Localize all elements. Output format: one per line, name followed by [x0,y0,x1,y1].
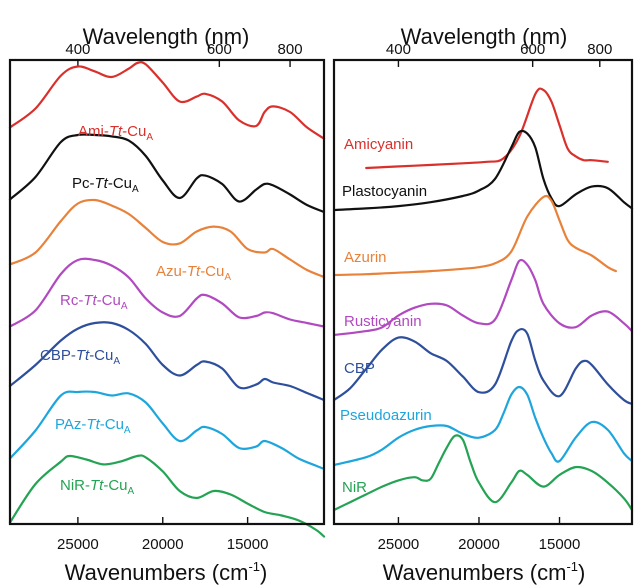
left-series-label-6: PAz-Tt-CuA [55,416,131,436]
right-series-labels: Amicyanin Plastocyanin Azurin Rusticyanin CB… [340,136,432,496]
right-bottom-axis-title: Wavenumbers (cm-1) [383,559,586,585]
right-series-label-7: NiR [342,479,367,496]
left-series-label-3: Azu-Tt-CuA [156,263,231,283]
right-series-label-4: Rusticyanin [344,313,422,330]
right-bottom-tick-label-2: 20000 [458,536,500,553]
left-bottom-tick-label-3: 15000 [227,536,269,553]
right-top-tick-label-1: 400 [386,41,411,58]
right-series-label-3: Azurin [344,249,387,266]
left-bottom-axis-title: Wavenumbers (cm-1) [65,559,268,585]
left-curve-1 [10,62,324,138]
right-series-label-1: Amicyanin [344,136,413,153]
right-curve-6 [334,387,632,465]
right-series-label-2: Plastocyanin [342,183,427,200]
right-curve-7 [334,435,632,510]
right-bottom-ticks: 25000 20000 15000 [378,517,581,553]
right-plot-frame [334,60,632,524]
left-bottom-tick-label-1: 25000 [57,536,99,553]
left-top-tick-label-1: 400 [65,41,90,58]
right-series-label-6: Pseudoazurin [340,407,432,424]
left-panel: Wavelength (nm) 400 600 800 Ami-Tt-CuAPc-T… [10,24,324,585]
right-top-tick-label-2: 600 [520,41,545,58]
left-plot-frame [10,60,324,524]
left-series-labels: Ami-Tt-CuA Pc-Tt-CuA Azu-Tt-CuA Rc-Tt-CuA CB… [40,123,231,497]
right-panel: Wavelength (nm) 400 600 800 AmicyaninPlast… [334,24,632,585]
left-series-label-1: Ami-Tt-CuA [78,123,153,143]
right-bottom-tick-label-3: 15000 [539,536,581,553]
left-top-tick-label-3: 800 [278,41,303,58]
left-curve-2 [10,134,324,212]
left-bottom-tick-label-2: 20000 [142,536,184,553]
right-top-tick-label-3: 800 [587,41,612,58]
right-bottom-tick-label-1: 25000 [378,536,420,553]
right-curve-5 [334,329,632,404]
left-top-tick-label-2: 600 [207,41,232,58]
left-bottom-ticks: 25000 20000 15000 [57,517,268,553]
left-series-label-2: Pc-Tt-CuA [72,175,139,195]
right-curve-1 [366,89,608,168]
left-series-label-5: CBP-Tt-CuA [40,347,120,367]
right-series-label-5: CBP [344,360,375,377]
left-series-label-4: Rc-Tt-CuA [60,292,128,312]
left-curves [10,62,324,536]
left-series-label-7: NiR-Tt-CuA [60,477,135,497]
